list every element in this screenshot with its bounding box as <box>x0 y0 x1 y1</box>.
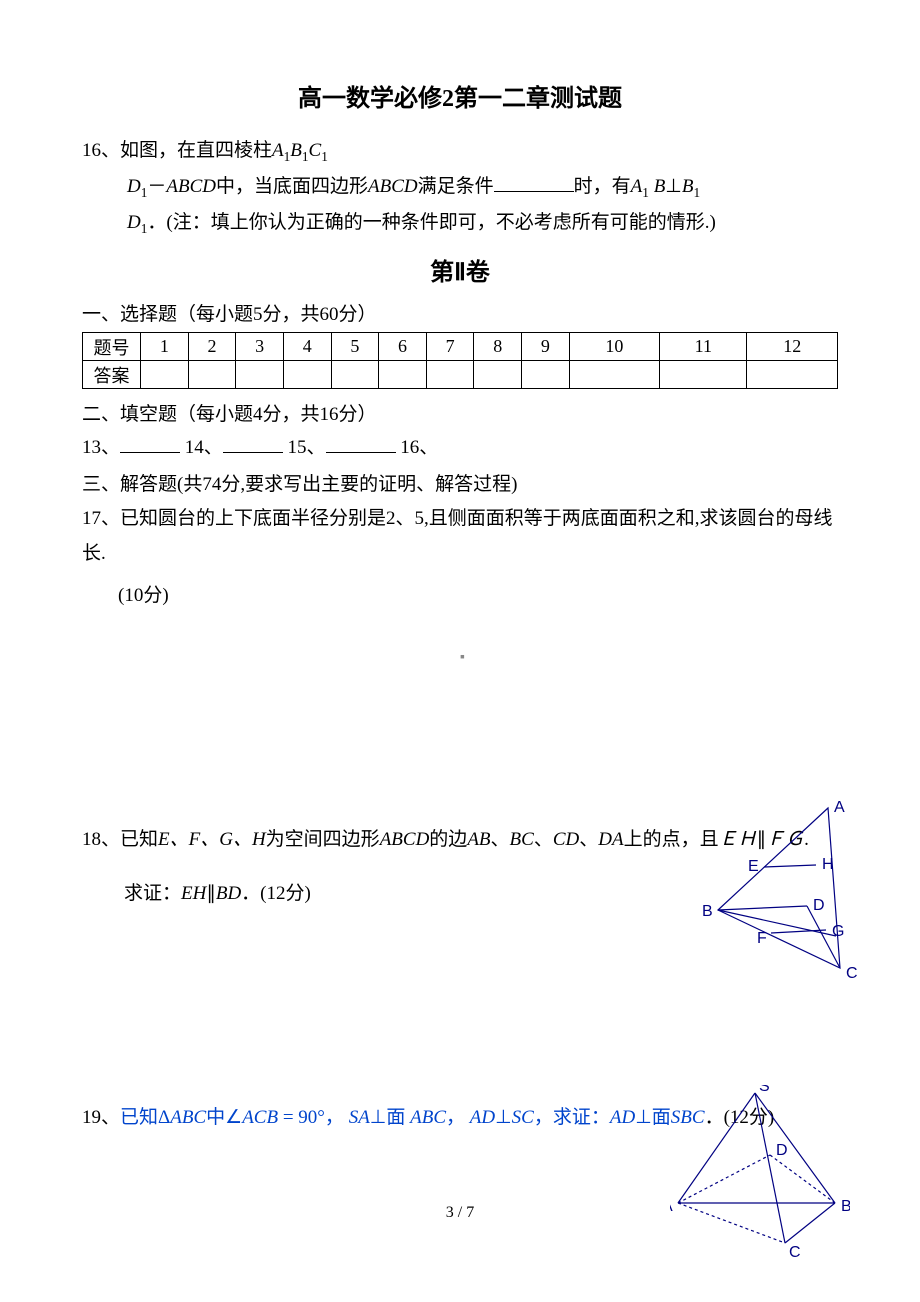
col-11: 11 <box>660 333 747 361</box>
col-2: 2 <box>188 333 236 361</box>
svg-text:S: S <box>759 1085 770 1095</box>
q16-line3: D1．(注：填上你认为正确的一种条件即可，不必考虑所有可能的情形.) <box>127 207 838 237</box>
q16-line1: 16、如图，在直四棱柱A1B1C1 <box>82 135 838 165</box>
col-8: 8 <box>474 333 522 361</box>
svg-text:G: G <box>832 923 844 940</box>
ans-label: 答案 <box>83 361 141 389</box>
q16-A1: A1B1C1 <box>272 140 328 161</box>
col-9: 9 <box>522 333 570 361</box>
fill-line: 13、 14、 15、 16、 <box>82 432 838 459</box>
q17-points: (10分) <box>118 579 838 613</box>
col-1: 1 <box>141 333 189 361</box>
q16-prefix: 16、如图，在直四棱柱 <box>82 140 272 161</box>
solve-heading: 三、解答题(共74分,要求写出主要的证明、解答过程) <box>82 469 838 496</box>
q16-line2: D1－ABCD中，当底面四边形ABCD满足条件时，有A1 B⊥B1 <box>127 171 838 201</box>
svg-text:H: H <box>822 856 834 873</box>
row-label: 题号 <box>83 333 141 361</box>
svg-text:C: C <box>789 1244 801 1260</box>
diagram-q19: SABCD <box>670 1085 850 1260</box>
q16-blank <box>494 191 574 192</box>
svg-text:A: A <box>834 800 845 816</box>
fill-heading: 二、填空题（每小题4分，共16分） <box>82 399 838 426</box>
q17: 17、已知圆台的上下底面半径分别是2、5,且侧面面积等于两底面面积之和,求该圆台… <box>82 502 838 613</box>
answer-table: 题号 1 2 3 4 5 6 7 8 9 10 11 12 答案 <box>82 332 838 389</box>
svg-text:D: D <box>776 1142 788 1159</box>
page-footer: 3 / 7 <box>0 1204 920 1222</box>
col-10: 10 <box>569 333 659 361</box>
svg-text:E: E <box>748 858 759 875</box>
col-12: 12 <box>747 333 838 361</box>
col-3: 3 <box>236 333 284 361</box>
mc-heading: 一、选择题（每小题5分，共60分） <box>82 299 838 326</box>
col-7: 7 <box>426 333 474 361</box>
col-6: 6 <box>379 333 427 361</box>
center-marker: ▪ <box>460 650 465 666</box>
q17-text: 17、已知圆台的上下底面半径分别是2、5,且侧面面积等于两底面面积之和,求该圆台… <box>82 502 838 570</box>
col-5: 5 <box>331 333 379 361</box>
svg-text:F: F <box>757 930 767 947</box>
diagram-q18: A B C D E F G H <box>700 800 860 980</box>
svg-text:C: C <box>846 965 858 980</box>
section2-title: 第Ⅱ卷 <box>82 252 838 287</box>
page-title: 高一数学必修2第一二章测试题 <box>82 78 838 113</box>
svg-text:D: D <box>813 897 825 914</box>
svg-text:B: B <box>702 903 713 920</box>
col-4: 4 <box>283 333 331 361</box>
